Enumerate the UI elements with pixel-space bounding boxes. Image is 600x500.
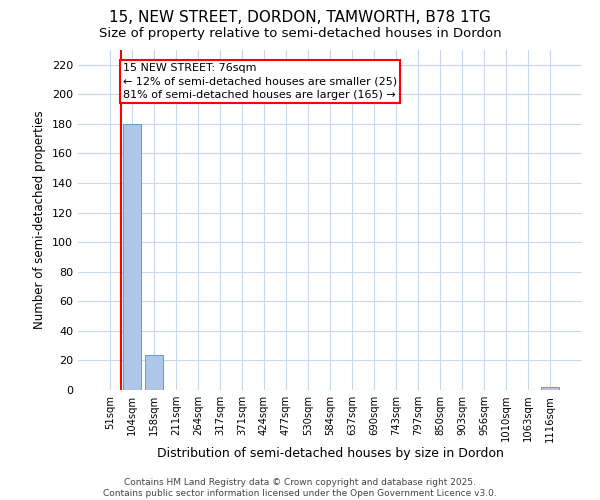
Bar (145, 354, 163, 390)
Bar (541, 387, 559, 390)
Text: 15 NEW STREET: 76sqm
← 12% of semi-detached houses are smaller (25)
81% of semi-: 15 NEW STREET: 76sqm ← 12% of semi-detac… (123, 64, 397, 100)
Text: Contains HM Land Registry data © Crown copyright and database right 2025.
Contai: Contains HM Land Registry data © Crown c… (103, 478, 497, 498)
Text: 15, NEW STREET, DORDON, TAMWORTH, B78 1TG: 15, NEW STREET, DORDON, TAMWORTH, B78 1T… (109, 10, 491, 25)
Bar (123, 124, 140, 390)
Y-axis label: Number of semi-detached properties: Number of semi-detached properties (34, 110, 46, 330)
Text: Size of property relative to semi-detached houses in Dordon: Size of property relative to semi-detach… (98, 28, 502, 40)
X-axis label: Distribution of semi-detached houses by size in Dordon: Distribution of semi-detached houses by … (157, 447, 503, 460)
